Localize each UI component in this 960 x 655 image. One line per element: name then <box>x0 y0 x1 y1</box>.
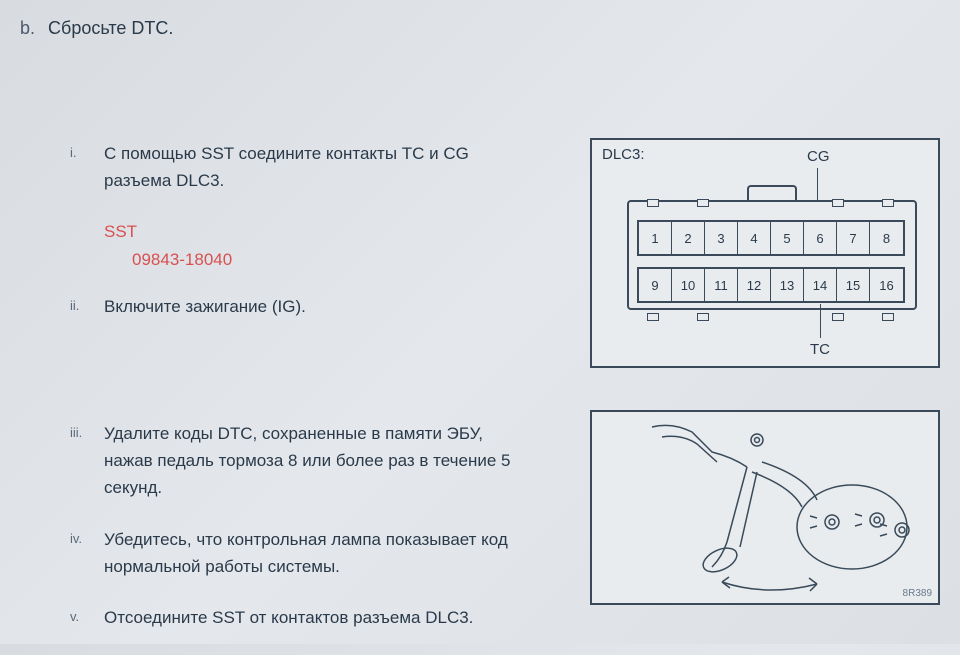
connector-notch <box>832 199 844 207</box>
pin-row-bottom: 9 10 11 12 13 14 15 16 <box>637 267 905 303</box>
header-title: Сбросьте DTC. <box>48 18 173 38</box>
pin-row-top: 1 2 3 4 5 6 7 8 <box>637 220 905 256</box>
step-marker: i. <box>70 140 94 194</box>
pin-6: 6 <box>804 222 837 254</box>
connector-notch <box>647 313 659 321</box>
step-marker: ii. <box>70 293 94 320</box>
diagram-watermark: 8R389 <box>903 588 932 599</box>
dlc3-connector-diagram: DLC3: CG 1 2 3 4 5 6 7 8 9 10 11 12 13 <box>590 138 940 368</box>
connector-tab <box>747 185 797 201</box>
pin-5: 5 <box>771 222 804 254</box>
cg-label: CG <box>807 148 830 165</box>
step-item: ii. Включите зажигание (IG). <box>70 293 530 320</box>
step-text: Убедитесь, что контрольная лампа показыв… <box>104 526 530 580</box>
connector-notch <box>882 199 894 207</box>
pin-16: 16 <box>870 269 903 301</box>
step-marker: iii. <box>70 420 94 502</box>
step-item: v. Отсоедините SST от контактов разъема … <box>70 604 530 631</box>
connector-notch <box>882 313 894 321</box>
pin-12: 12 <box>738 269 771 301</box>
sst-block: SST 09843-18040 <box>104 218 530 272</box>
pin-14: 14 <box>804 269 837 301</box>
step-item: i. С помощью SST соедините контакты TC и… <box>70 140 530 194</box>
pedal-illustration <box>592 412 940 605</box>
pin-10: 10 <box>672 269 705 301</box>
tc-pointer-line <box>820 304 821 338</box>
connector-outline: 1 2 3 4 5 6 7 8 9 10 11 12 13 14 15 16 <box>627 185 917 320</box>
connector-notch <box>832 313 844 321</box>
pin-8: 8 <box>870 222 903 254</box>
tc-label: TC <box>810 341 830 358</box>
pin-7: 7 <box>837 222 870 254</box>
step-text: Удалите коды DTC, сохраненные в памяти Э… <box>104 420 530 502</box>
pin-15: 15 <box>837 269 870 301</box>
pin-1: 1 <box>639 222 672 254</box>
step-item: iv. Убедитесь, что контрольная лампа пок… <box>70 526 530 580</box>
pin-4: 4 <box>738 222 771 254</box>
connector-notch <box>647 199 659 207</box>
dlc-title: DLC3: <box>602 146 645 163</box>
connector-notch <box>697 199 709 207</box>
step-text: С помощью SST соедините контакты TC и CG… <box>104 140 530 194</box>
pin-13: 13 <box>771 269 804 301</box>
step-text: Отсоедините SST от контактов разъема DLC… <box>104 604 530 631</box>
connector-notch <box>697 313 709 321</box>
sst-number: 09843-18040 <box>132 246 530 273</box>
section-header: b. Сбросьте DTC. <box>20 18 173 39</box>
pin-2: 2 <box>672 222 705 254</box>
pin-11: 11 <box>705 269 738 301</box>
pin-9: 9 <box>639 269 672 301</box>
sst-label: SST <box>104 218 530 245</box>
step-text: Включите зажигание (IG). <box>104 293 530 320</box>
steps-group-1: i. С помощью SST соедините контакты TC и… <box>70 140 530 344</box>
pin-3: 3 <box>705 222 738 254</box>
step-marker: iv. <box>70 526 94 580</box>
brake-pedal-diagram: 8R389 <box>590 410 940 605</box>
steps-group-2: iii. Удалите коды DTC, сохраненные в пам… <box>70 420 530 655</box>
step-item: iii. Удалите коды DTC, сохраненные в пам… <box>70 420 530 502</box>
header-marker: b. <box>20 18 35 38</box>
step-marker: v. <box>70 604 94 631</box>
